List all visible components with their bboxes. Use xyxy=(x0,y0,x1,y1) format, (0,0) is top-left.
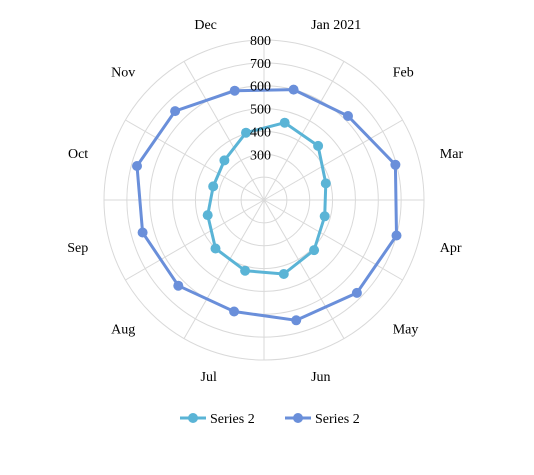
data-point[interactable] xyxy=(240,265,251,276)
series-1 xyxy=(132,84,402,326)
legend-label: Series 2 xyxy=(315,412,360,427)
data-point[interactable] xyxy=(291,315,302,326)
grid-spoke xyxy=(183,199,265,339)
category-label: Aug xyxy=(111,323,135,338)
tick-label: 800 xyxy=(250,34,271,49)
category-label: Jul xyxy=(201,370,217,385)
category-label: Oct xyxy=(68,147,88,162)
data-point[interactable] xyxy=(391,230,402,241)
radar-grid xyxy=(103,39,425,361)
radial-axis-tick-labels: 300 400 500 600 700 800 xyxy=(250,34,271,163)
grid-spoke xyxy=(263,199,403,281)
series-0 xyxy=(202,117,331,279)
legend-item-0[interactable]: Series 2 xyxy=(180,412,255,427)
category-labels: Jan 2021 Feb Mar Apr May Jun Jul Aug Sep Oct Nov De… xyxy=(67,18,463,385)
radar-series xyxy=(132,84,402,326)
grid-spoke xyxy=(125,199,265,281)
data-point[interactable] xyxy=(343,111,353,121)
legend-marker xyxy=(188,413,198,423)
legend[interactable]: Series 2 Series 2 xyxy=(180,412,360,427)
category-label: Jun xyxy=(311,370,330,385)
grid-spoke xyxy=(263,119,403,201)
data-point[interactable] xyxy=(173,280,184,291)
data-point[interactable] xyxy=(208,181,219,192)
data-point[interactable] xyxy=(137,227,148,238)
data-point[interactable] xyxy=(229,306,240,317)
data-point[interactable] xyxy=(170,106,181,117)
data-point[interactable] xyxy=(313,140,324,151)
tick-label: 300 xyxy=(250,148,271,163)
data-point[interactable] xyxy=(288,84,299,95)
data-point[interactable] xyxy=(219,155,230,166)
category-label: Sep xyxy=(67,241,88,256)
legend-label: Series 2 xyxy=(210,412,255,427)
data-point[interactable] xyxy=(319,211,330,222)
category-label: Apr xyxy=(440,241,462,256)
data-point[interactable] xyxy=(229,85,240,96)
legend-item-1[interactable]: Series 2 xyxy=(285,412,360,427)
grid-spoke xyxy=(183,61,265,201)
data-point[interactable] xyxy=(390,159,401,170)
tick-label: 500 xyxy=(250,103,271,118)
grid-spoke xyxy=(125,119,265,201)
data-point[interactable] xyxy=(320,178,331,189)
data-point[interactable] xyxy=(210,243,221,254)
tick-label: 400 xyxy=(250,125,271,140)
data-point[interactable] xyxy=(241,127,251,138)
grid-spoke xyxy=(263,61,345,201)
category-label: Dec xyxy=(194,18,217,33)
grid-spoke xyxy=(263,199,345,339)
data-point[interactable] xyxy=(278,269,289,279)
legend-marker xyxy=(293,413,303,423)
category-label: Nov xyxy=(111,65,135,80)
data-point[interactable] xyxy=(351,287,362,298)
category-label: May xyxy=(393,323,419,338)
category-label: Mar xyxy=(440,147,464,162)
data-point[interactable] xyxy=(202,210,213,221)
data-point[interactable] xyxy=(309,245,320,256)
tick-label: 700 xyxy=(250,57,271,72)
tick-label: 600 xyxy=(250,80,271,95)
category-label: Jan 2021 xyxy=(311,18,361,33)
data-point[interactable] xyxy=(132,161,142,171)
data-point[interactable] xyxy=(279,117,290,128)
category-label: Feb xyxy=(393,65,414,80)
